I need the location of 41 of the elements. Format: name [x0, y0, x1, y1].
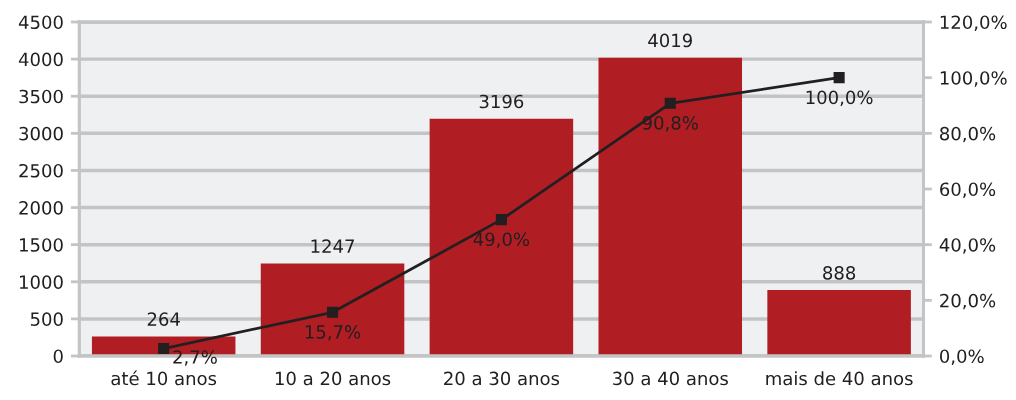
data-label: 3196 — [479, 94, 524, 109]
y-tick-label: 3000 — [19, 126, 63, 141]
point — [833, 72, 845, 84]
data-label: 1247 — [311, 239, 354, 253]
y-tick-label: 500 — [30, 312, 63, 327]
y-tick-label: 4000 — [18, 52, 63, 67]
x-tick-label: mais de 40 anos — [766, 371, 913, 386]
y2-tick-label: 20,0% — [940, 293, 996, 310]
y2-tick-label: 60,0% — [940, 182, 996, 198]
data-label: 4019 — [648, 33, 692, 48]
y2-tick-label: 120,0% — [940, 15, 1007, 31]
y-tick-label: 2000 — [19, 201, 63, 215]
x-tick-label: 10 a 20 anos — [275, 371, 391, 386]
y-tick-label: 4500 — [18, 15, 63, 30]
x-tick-label: 20 a 30 anos — [444, 371, 560, 386]
x-tick-label: 30 a 40 anos — [613, 371, 728, 386]
bar — [260, 263, 405, 356]
point — [158, 342, 170, 355]
y2-tick-label: 80,0% — [940, 126, 996, 143]
y2-tick-label: 0,0% — [940, 349, 984, 365]
y-tick-label: 1000 — [20, 275, 63, 289]
bar — [767, 290, 911, 356]
bar — [429, 118, 574, 356]
point — [326, 306, 339, 318]
data-label: 90,8% — [642, 116, 698, 132]
data-label: 264 — [147, 312, 180, 326]
data-label: 888 — [823, 265, 856, 280]
bar — [598, 57, 743, 356]
y2-tick-label: 100,0% — [940, 71, 1007, 87]
data-label: 49,0% — [473, 232, 530, 248]
data-label: 2,7% — [173, 350, 217, 366]
y-tick-label: 2500 — [19, 163, 63, 178]
y2-tick-label: 40,0% — [939, 238, 996, 254]
point — [495, 214, 507, 226]
y-tick-label: 0 — [53, 349, 63, 364]
data-label: 15,7% — [305, 325, 361, 341]
point — [664, 97, 676, 109]
y-tick-label: 3500 — [19, 89, 63, 104]
y-tick-label: 1500 — [20, 238, 63, 252]
data-label: 100,0% — [806, 90, 873, 106]
x-tick-label: até 10 anos — [111, 370, 217, 386]
